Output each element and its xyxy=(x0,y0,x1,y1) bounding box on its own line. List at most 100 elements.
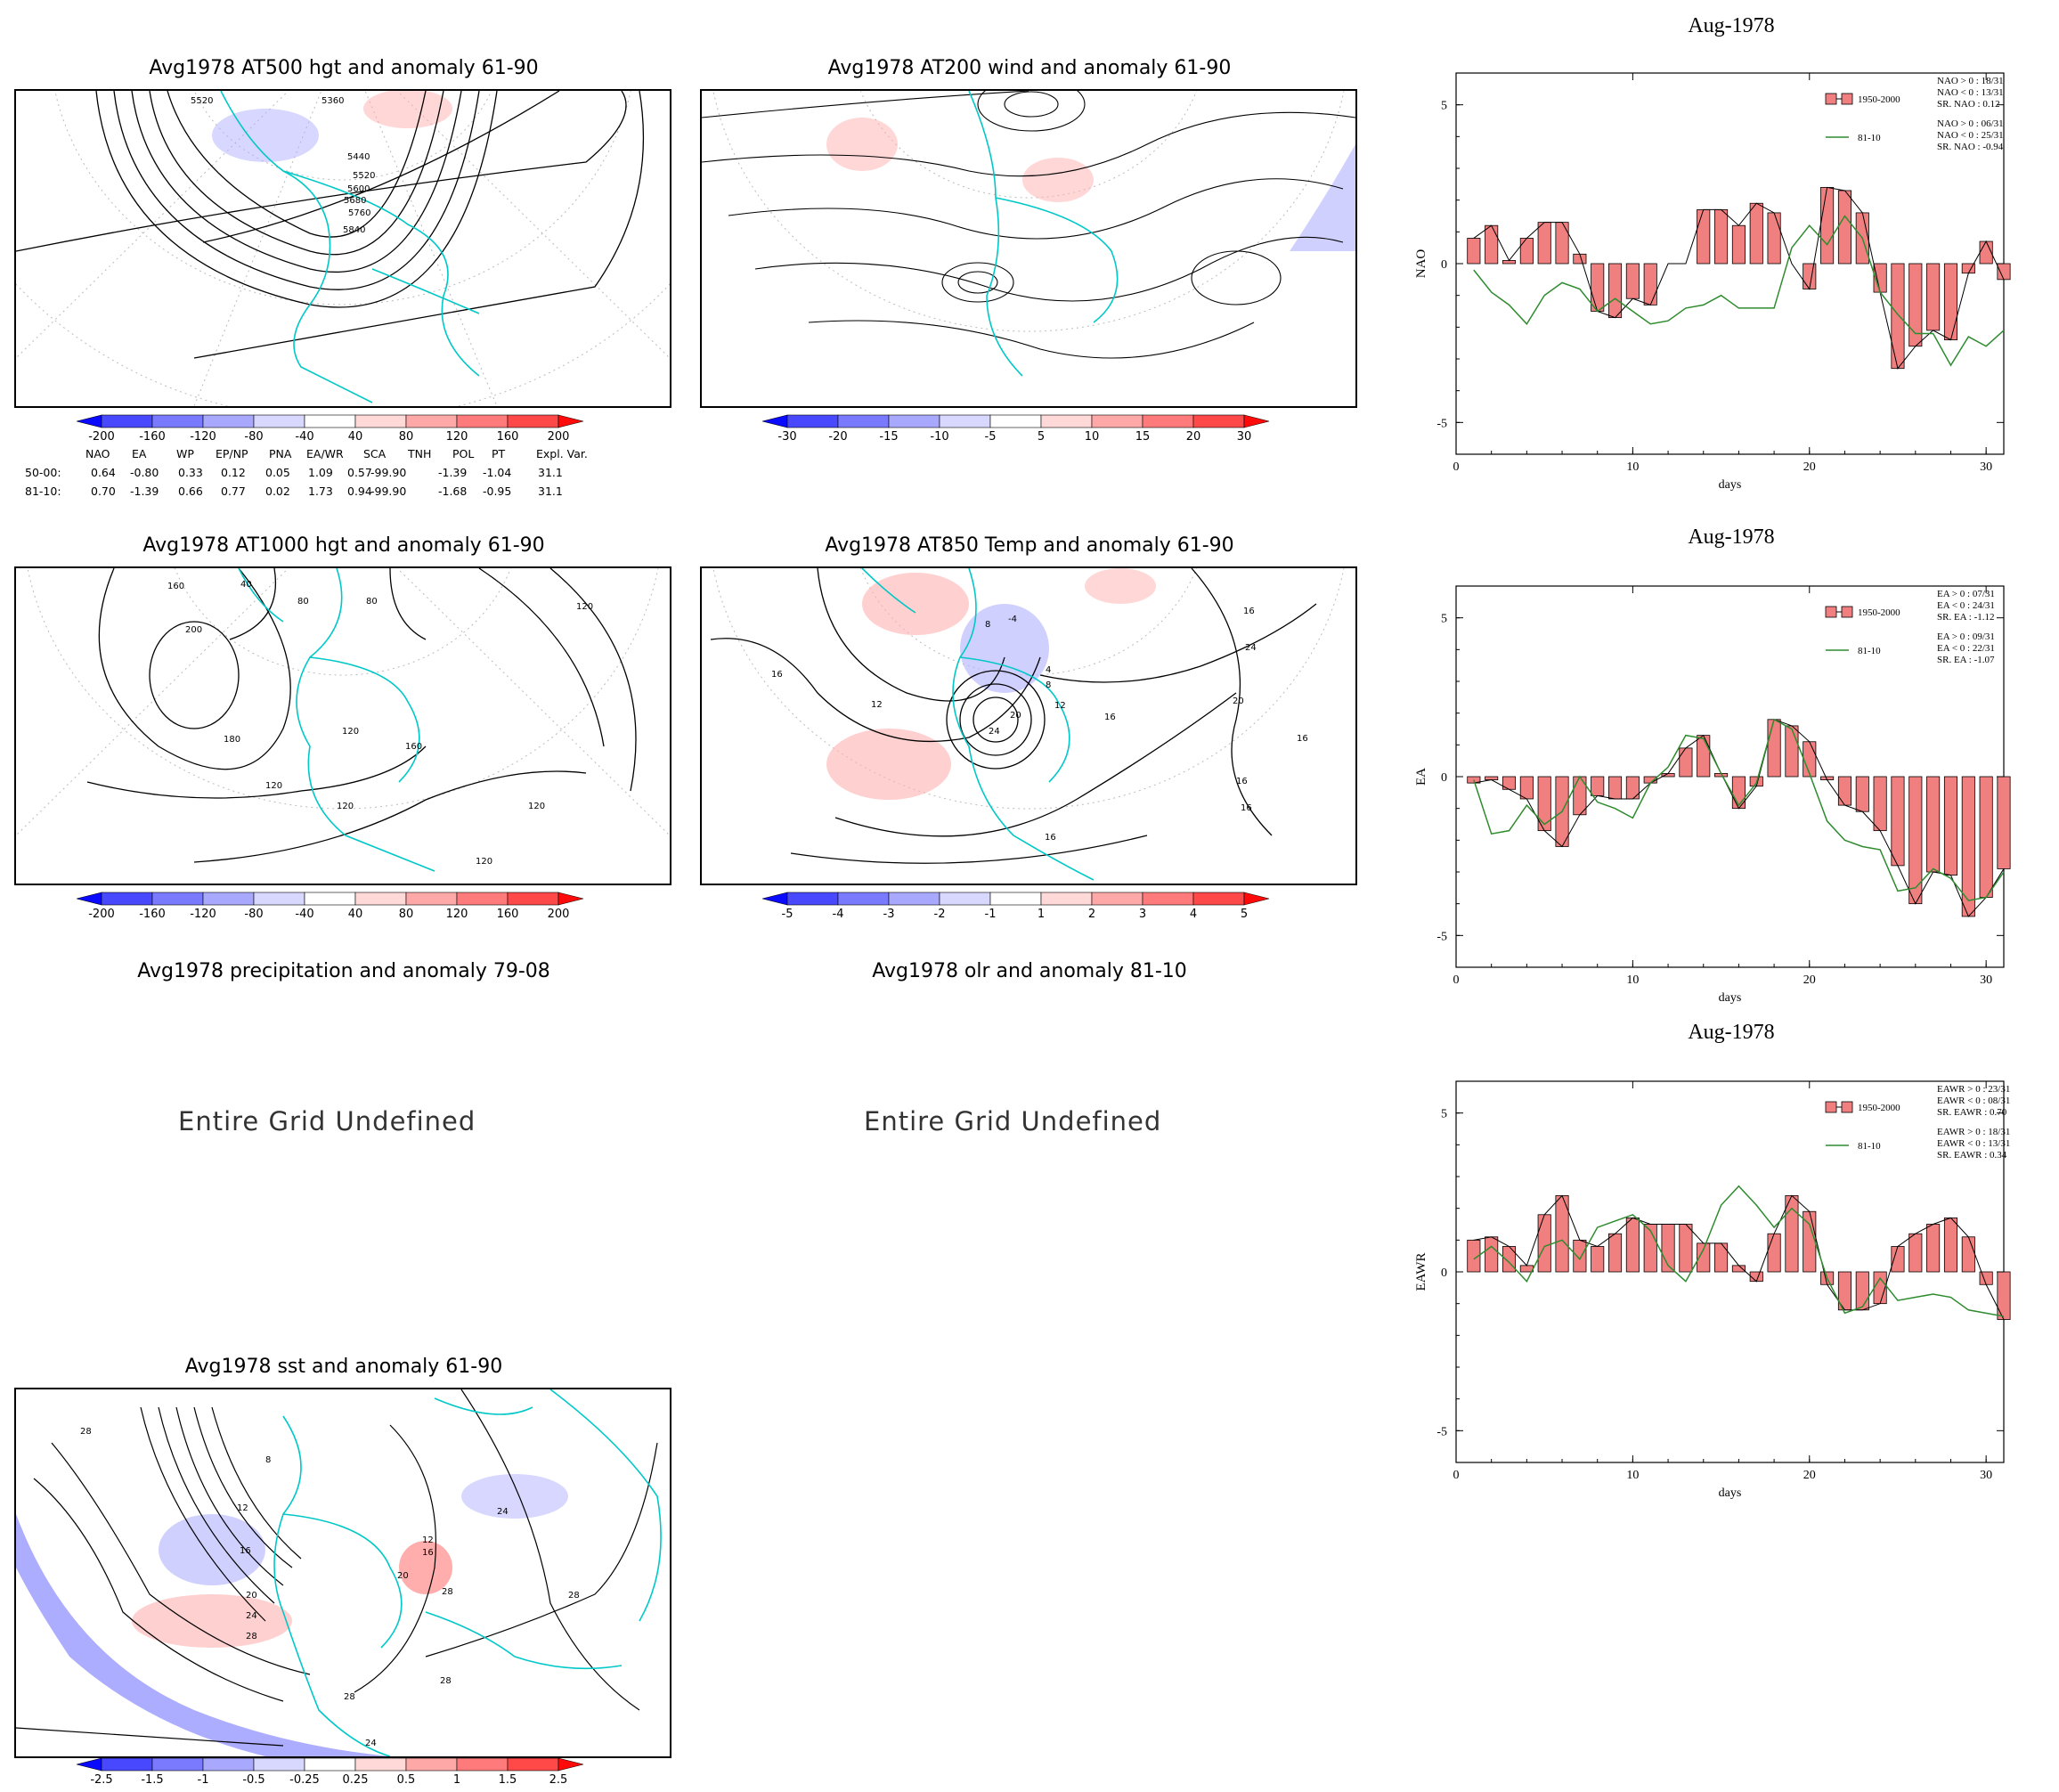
anomaly-red-patch xyxy=(363,91,452,128)
svg-text:200: 200 xyxy=(185,625,202,635)
colorbar-tick-label: -0.5 xyxy=(242,1773,264,1787)
streamlines xyxy=(702,91,1355,359)
svg-text:28: 28 xyxy=(246,1632,257,1641)
svg-text:-99.90: -99.90 xyxy=(370,466,406,479)
colorbar-segment xyxy=(1040,892,1093,906)
colorbar-tick-label: 3 xyxy=(1139,908,1146,921)
colorbar-segment xyxy=(405,1757,458,1772)
svg-text:8: 8 xyxy=(1046,680,1051,690)
colorbar-tick-label: 120 xyxy=(446,430,468,444)
svg-text:20: 20 xyxy=(246,1591,257,1601)
colorbar-tick-label: -0.25 xyxy=(289,1773,320,1787)
ts-bar xyxy=(1943,1217,1958,1273)
colorbar-arrow-right xyxy=(557,414,584,428)
colorbar-tick-label: -120 xyxy=(190,430,216,444)
colorbar-tick-label: -4 xyxy=(833,908,844,921)
colorbar-segment xyxy=(1040,414,1093,428)
colorbar-tick-label: -40 xyxy=(295,430,313,444)
colorbar-arrow-right xyxy=(557,892,584,906)
svg-text:24: 24 xyxy=(365,1739,377,1748)
ts-series-line-81-10 xyxy=(1473,718,2005,901)
ts-bar xyxy=(1855,1271,1869,1311)
colorbar-segment xyxy=(456,414,509,428)
map-sst-canvas: 28 8 12 16 20 24 28 24 12 16 20 28 28 28 28 24 xyxy=(16,1389,662,1756)
ts-bar-outline-line xyxy=(1473,719,2005,917)
map-at1000-canvas: 160 40 80 200 80 120 180 120 160 120 120 120 1… xyxy=(16,568,670,872)
colorbar-tick-label: 80 xyxy=(399,908,414,921)
ts-bar xyxy=(1625,776,1640,800)
svg-text:12: 12 xyxy=(237,1503,248,1513)
ts-bar xyxy=(1591,263,1605,312)
ts-xtick-label: 10 xyxy=(1626,1469,1639,1482)
ts-bar xyxy=(1997,776,2011,869)
ts-series-line-81-10 xyxy=(1473,215,2005,367)
precip-undefined-message: Entire Grid Undefined xyxy=(178,1106,476,1136)
svg-text:-4: -4 xyxy=(1008,615,1017,624)
colorbar-tick-label: -15 xyxy=(879,430,898,444)
ts-bar xyxy=(1591,776,1605,796)
colorbar-segment xyxy=(253,414,305,428)
colorbar-segment xyxy=(1142,892,1194,906)
coastline xyxy=(238,568,435,872)
svg-text:-1.39: -1.39 xyxy=(438,466,467,479)
svg-text:80: 80 xyxy=(297,597,309,607)
colorbar-tick-label: -20 xyxy=(828,430,847,444)
colorbar-segment xyxy=(202,414,255,428)
contour-lines xyxy=(86,568,637,863)
ts-bar xyxy=(1961,1236,1975,1273)
ts-chart-nao: 0 10 20 30 -5 0 5 days NAO 1950-2000 81-10 NAO > 0 … xyxy=(1414,72,2011,492)
colorbar-segment xyxy=(1142,414,1194,428)
colorbar-tick-label: -3 xyxy=(883,908,895,921)
ts-bar xyxy=(1537,222,1551,265)
ts-bar xyxy=(1943,263,1958,340)
ts-xtick-label: 20 xyxy=(1803,973,1816,987)
colorbar-arrow-left xyxy=(761,414,788,428)
svg-text:20: 20 xyxy=(397,1571,409,1581)
coastline xyxy=(220,91,480,403)
svg-text:-0.95: -0.95 xyxy=(483,485,511,498)
colorbar-tick-label: -200 xyxy=(88,908,115,921)
colorbar-tick-label: 2.5 xyxy=(549,1773,568,1787)
colorbar-tick-label: 1 xyxy=(453,1773,460,1787)
ts-bar xyxy=(1926,776,1941,873)
ts-ytick-label: 0 xyxy=(1441,258,1447,272)
svg-text:16: 16 xyxy=(1243,607,1255,616)
ts-stat-text: EAWR > 0 : 18/31 xyxy=(1937,1127,2010,1137)
colorbar-sst: -2.5 -1.5 -1 -0.5 -0.25 0.25 0.5 1 1.5 2.5 xyxy=(76,1757,584,1787)
svg-text:120: 120 xyxy=(476,857,492,867)
colorbar-segment xyxy=(786,892,839,906)
colorbar-segment xyxy=(304,1757,356,1772)
index-header-wp: WP xyxy=(176,447,194,460)
svg-text:28: 28 xyxy=(344,1692,355,1702)
colorbar-tick-label: 40 xyxy=(348,908,363,921)
ts-stat-text: EAWR < 0 : 13/31 xyxy=(1937,1138,2010,1149)
colorbar-arrow-right xyxy=(557,1757,584,1772)
ts-bar xyxy=(1891,776,1905,867)
ts-bar xyxy=(1625,1217,1640,1273)
ts-chart-eawr: 0 10 20 30 -5 0 5 days EAWR 1950-2000 81-10 EAWR > … xyxy=(1414,1080,2011,1500)
svg-text:12: 12 xyxy=(1054,701,1066,711)
colorbar-segment xyxy=(888,892,940,906)
coastline xyxy=(273,1389,662,1756)
ts-bar xyxy=(1485,776,1499,780)
ts-stat-text: SR. EA : -1.12 xyxy=(1937,612,1994,623)
colorbar-arrow-left xyxy=(761,892,788,906)
svg-text:8: 8 xyxy=(265,1455,271,1465)
colorbar-arrow-left xyxy=(76,414,102,428)
colorbar-tick-label: -1 xyxy=(985,908,997,921)
legend-bar-swatch xyxy=(1825,606,1837,618)
ts-bar xyxy=(1873,776,1887,832)
index-row-label: 50-00: xyxy=(25,466,61,479)
svg-text:180: 180 xyxy=(224,735,240,745)
ts-xtick-label: 10 xyxy=(1626,973,1639,987)
colorbar-arrow-left xyxy=(76,892,102,906)
svg-text:-1.68: -1.68 xyxy=(438,485,467,498)
svg-text:-1.39: -1.39 xyxy=(130,485,159,498)
colorbar-tick-label: 0.5 xyxy=(397,1773,416,1787)
ts-bar xyxy=(1714,208,1729,265)
colorbar-segment xyxy=(253,892,305,906)
colorbar-segment xyxy=(304,892,356,906)
anomaly-red-patch xyxy=(862,573,969,635)
colorbar-tick-label: 160 xyxy=(497,908,519,921)
ts-bar xyxy=(1697,208,1711,265)
